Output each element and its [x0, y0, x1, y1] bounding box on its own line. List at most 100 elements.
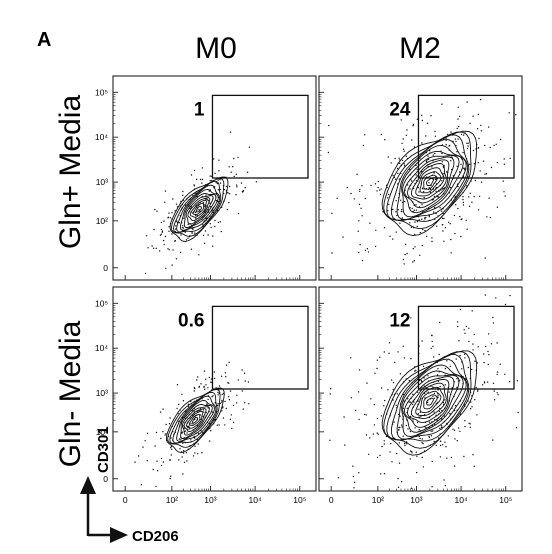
event-dot	[193, 169, 196, 172]
event-dot	[201, 167, 204, 169]
event-dot	[428, 435, 430, 437]
event-dot	[181, 431, 184, 433]
event-dot	[190, 439, 192, 441]
event-dot	[473, 465, 475, 467]
event-dot	[433, 397, 436, 399]
event-dot	[170, 454, 172, 456]
event-dot	[330, 388, 332, 390]
event-dot	[469, 423, 471, 425]
event-dot	[218, 424, 220, 426]
event-dot	[484, 173, 486, 175]
event-dot	[194, 232, 196, 234]
event-dot	[454, 405, 457, 407]
event-dot	[236, 402, 238, 404]
event-dot	[449, 144, 451, 147]
event-dot	[420, 379, 422, 382]
event-dot	[400, 209, 403, 211]
gate-percent-label: 0.6	[178, 310, 204, 331]
event-dot	[421, 218, 423, 220]
event-dot	[409, 207, 411, 209]
event-dot	[193, 387, 195, 389]
event-dot	[397, 172, 399, 175]
event-dot	[457, 106, 459, 109]
event-dot	[225, 185, 228, 188]
x-tick-label: 10³	[410, 495, 422, 505]
event-dot	[421, 442, 423, 444]
event-dot	[477, 113, 479, 116]
event-dot	[360, 207, 362, 209]
event-dot	[175, 225, 177, 227]
contour-ring	[404, 156, 455, 209]
event-dot	[207, 387, 209, 389]
event-dot	[433, 172, 435, 174]
event-dot	[448, 391, 450, 393]
event-dot	[178, 222, 180, 224]
event-dot	[160, 457, 163, 460]
event-dot	[476, 362, 479, 364]
event-dot	[387, 156, 389, 158]
event-dot	[416, 455, 418, 457]
event-dot	[465, 219, 467, 221]
event-dot	[407, 398, 409, 400]
event-dot	[443, 479, 445, 481]
event-dot	[379, 193, 382, 196]
event-dot	[235, 184, 238, 186]
event-dot	[399, 415, 401, 417]
event-dot	[423, 377, 425, 379]
event-dot	[411, 207, 413, 210]
event-dot	[466, 185, 468, 187]
y-tick-label: 10⁴	[95, 343, 108, 353]
gate-percent-label: 24	[389, 99, 411, 120]
event-dot	[496, 371, 499, 373]
event-dot	[221, 399, 223, 402]
event-dot	[167, 216, 170, 218]
event-dot	[443, 240, 445, 242]
event-dot	[246, 171, 249, 173]
event-dot	[402, 345, 404, 347]
event-dot	[207, 398, 209, 401]
event-dot	[361, 215, 363, 217]
event-dot	[395, 231, 397, 233]
event-dot	[415, 369, 417, 372]
event-dot	[165, 423, 167, 426]
event-dot	[463, 455, 465, 458]
row-title-gln-minus: Gln- Media	[54, 320, 87, 467]
contour-ring	[407, 378, 450, 424]
event-dot	[146, 432, 149, 434]
event-dot	[162, 239, 165, 242]
event-dot	[172, 249, 174, 251]
event-dot	[151, 245, 153, 247]
event-dot	[374, 372, 376, 374]
event-dot	[331, 212, 333, 214]
event-dot	[207, 234, 209, 236]
event-dot	[180, 234, 182, 236]
contour-ring	[186, 410, 204, 429]
event-dot	[190, 174, 193, 176]
event-dot	[213, 377, 216, 380]
event-dot	[161, 231, 164, 233]
event-dot	[219, 402, 221, 405]
event-dot	[490, 343, 493, 345]
event-dot	[473, 195, 475, 198]
event-dot	[390, 379, 393, 381]
event-dot	[217, 221, 220, 224]
event-dot	[237, 379, 239, 381]
event-dot	[433, 392, 436, 395]
event-dot	[358, 251, 360, 254]
event-dot	[437, 196, 439, 198]
event-dot	[388, 203, 390, 206]
event-dot	[208, 440, 211, 442]
event-dot	[411, 403, 414, 405]
event-dot	[183, 450, 185, 452]
event-dot	[496, 161, 499, 164]
event-dot	[515, 114, 517, 116]
event-dot	[361, 185, 363, 187]
event-dot	[413, 260, 415, 262]
axis-indicator	[80, 476, 128, 543]
event-dot	[437, 368, 439, 370]
event-dot	[435, 444, 437, 446]
event-dot	[194, 452, 196, 454]
event-dot	[455, 358, 457, 360]
y-tick-label: 0	[103, 474, 108, 484]
contour-ring	[426, 178, 434, 186]
